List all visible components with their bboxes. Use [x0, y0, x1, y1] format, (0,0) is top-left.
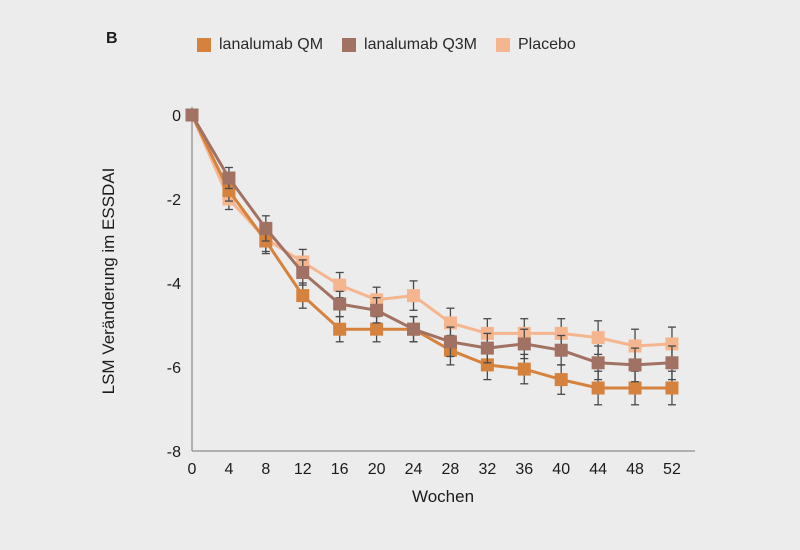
- svg-text:20: 20: [368, 461, 386, 478]
- y-axis-label: LSM Veränderung im ESSDAI: [99, 167, 118, 395]
- svg-text:16: 16: [331, 461, 349, 478]
- legend-item-lanalumab-q3m: lanalumab Q3M: [342, 36, 477, 54]
- svg-text:52: 52: [663, 461, 681, 478]
- svg-text:-6: -6: [167, 360, 181, 377]
- svg-text:28: 28: [442, 461, 460, 478]
- svg-text:-2: -2: [167, 192, 181, 209]
- svg-text:40: 40: [552, 461, 570, 478]
- svg-text:32: 32: [478, 461, 496, 478]
- legend-item-placebo: Placebo: [496, 36, 576, 54]
- legend-label-lanalumab-q3m: lanalumab Q3M: [364, 36, 477, 53]
- svg-text:24: 24: [405, 461, 423, 478]
- svg-text:48: 48: [626, 461, 644, 478]
- svg-text:36: 36: [515, 461, 533, 478]
- legend-item-lanalumab-qm: lanalumab QM: [197, 36, 323, 54]
- svg-text:-8: -8: [167, 444, 181, 461]
- legend-label-lanalumab-qm: lanalumab QM: [219, 36, 324, 53]
- chart-legend: lanalumab QM lanalumab Q3M Placebo: [197, 36, 576, 54]
- svg-text:12: 12: [294, 461, 312, 478]
- svg-text:4: 4: [224, 461, 233, 478]
- panel-label: B: [106, 30, 118, 47]
- legend-swatch-placebo: [496, 38, 510, 52]
- legend-swatch-lanalumab-qm: [197, 38, 211, 52]
- x-axis-label: Wochen: [411, 487, 475, 506]
- svg-text:8: 8: [261, 461, 270, 478]
- legend-label-placebo: Placebo: [518, 36, 576, 53]
- svg-text:0: 0: [172, 108, 181, 125]
- svg-text:44: 44: [589, 461, 607, 478]
- legend-swatch-lanalumab-q3m: [342, 38, 357, 52]
- svg-text:-4: -4: [167, 276, 181, 293]
- svg-text:0: 0: [188, 461, 197, 478]
